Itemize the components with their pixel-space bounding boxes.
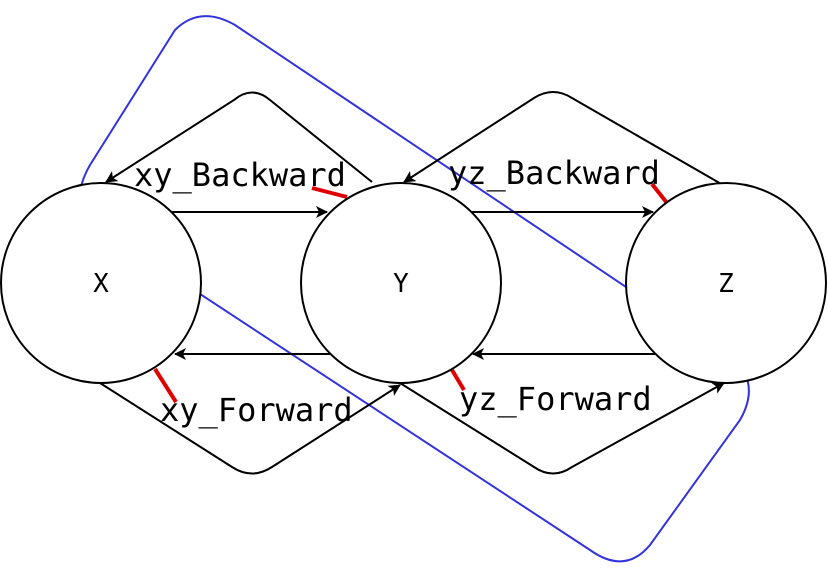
edge-xy-backward — [105, 91, 373, 183]
edge-yz-forward — [399, 382, 725, 475]
node-x[interactable]: X — [0, 182, 202, 384]
node-y-label: Y — [393, 269, 409, 299]
edge-yz-backward — [403, 91, 724, 186]
label-xy-forward: xy_Forward — [160, 391, 353, 429]
edge-xy-forward — [99, 382, 401, 475]
label-xy-backward: xy_Backward — [134, 156, 346, 194]
node-z[interactable]: Z — [625, 182, 827, 384]
marker-xy-forward — [153, 367, 178, 404]
node-y[interactable]: Y — [300, 182, 502, 384]
marker-yz-backward — [650, 182, 669, 205]
label-yz-forward: yz_Forward — [459, 380, 652, 418]
marker-yz-forward — [450, 368, 466, 392]
node-x-label: X — [93, 269, 109, 299]
label-yz-backward: yz_Backward — [448, 154, 660, 192]
marker-xy-backward — [311, 186, 348, 199]
node-z-label: Z — [718, 269, 734, 299]
